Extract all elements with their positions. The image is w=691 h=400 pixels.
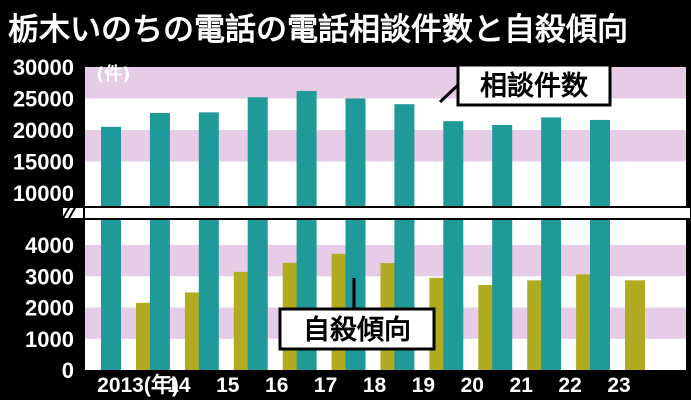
y-upper-tick-label-4: 30000 <box>13 55 74 80</box>
y-lower-tick-label-1: 1000 <box>25 327 74 352</box>
legend-consultations-label: 相談件数 <box>480 70 589 102</box>
x-tick-label-10: 23 <box>607 374 630 397</box>
y-upper-tick-label-3: 25000 <box>13 87 74 112</box>
bar-consultations-4 <box>296 90 317 370</box>
bar-consultations-1 <box>149 112 170 371</box>
band-upper-1 <box>85 130 686 162</box>
legend-suicidal-tendency: 自殺傾向 <box>278 278 436 351</box>
bar-consultations-7 <box>443 121 464 371</box>
bar-consultations-3 <box>247 97 268 371</box>
y-ticks-layer: 10000 15000 20000 25000 30000 0 1000 2000 3000 40… <box>13 55 84 383</box>
axis-break-band <box>61 206 691 220</box>
y-lower-tick-label-4: 4000 <box>25 233 74 258</box>
legend-suicidal-label: 自殺傾向 <box>303 314 411 346</box>
legend-consultations-box <box>456 63 612 107</box>
x-tick-label-3: 16 <box>265 374 288 397</box>
x-tick-label-4: 17 <box>314 374 337 397</box>
x-tick-label-0: 2013(年) <box>97 373 179 397</box>
legend-suicidal-box <box>278 307 436 351</box>
x-tick-label-9: 22 <box>558 374 581 397</box>
y-unit-label: (件) <box>96 63 130 85</box>
y-lower-tick-label-3: 3000 <box>25 264 74 289</box>
bar-consultations-6 <box>394 104 415 371</box>
y-lower-tick-label-0: 0 <box>62 358 74 383</box>
x-tick-label-2: 15 <box>216 374 240 397</box>
y-upper-tick-label-0: 10000 <box>13 181 74 206</box>
legend-consultations-pointer <box>438 83 460 104</box>
x-tick-label-8: 21 <box>510 374 534 397</box>
y-lower-tick-label-2: 2000 <box>25 296 74 321</box>
chart-title: 栃木いのちの電話の電話相談件数と自殺傾向 <box>8 12 628 48</box>
x-labels-layer: 2013(年)14 15 16 17 18 19 20 21 22 23 <box>97 373 631 397</box>
x-tick-label-5: 18 <box>363 374 387 397</box>
legend-consultations: 相談件数 <box>438 63 612 107</box>
y-upper-tick-label-2: 20000 <box>13 118 74 143</box>
bar-consultations-2 <box>198 112 219 371</box>
x-tick-label-1: 14 <box>167 374 191 397</box>
x-tick-label-6: 19 <box>412 374 435 397</box>
axis-break-mark <box>61 205 77 221</box>
y-upper-tick-label-1: 15000 <box>13 150 74 175</box>
bar-consultations-10 <box>590 119 610 370</box>
bar-consultations-5 <box>345 98 366 370</box>
bar-consultations-8 <box>492 124 513 371</box>
bar-consultations-0 <box>101 126 121 370</box>
bar-consultations-9 <box>541 117 562 371</box>
x-tick-label-7: 20 <box>461 374 484 397</box>
bar-suicidal-10 <box>625 280 645 370</box>
